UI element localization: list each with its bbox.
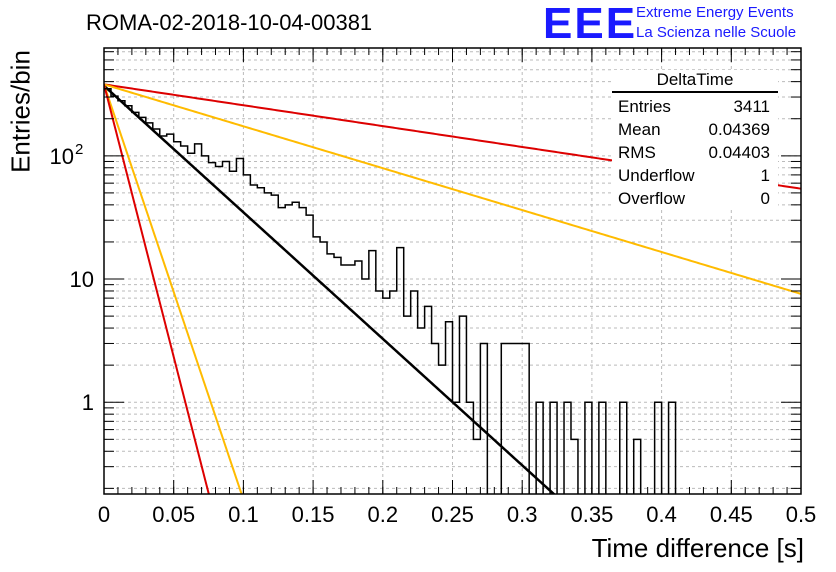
y-tick-label: 102 [50, 141, 84, 169]
stats-row-underflow: Underflow 1 [612, 164, 778, 187]
histogram [104, 88, 677, 494]
logo-line-2: La Scienza nelle Scuole [636, 24, 797, 41]
y-tick-label: 10 [70, 267, 94, 292]
stats-value: 3411 [733, 97, 770, 116]
stats-label: Mean [618, 120, 661, 139]
stats-label: Underflow [618, 166, 695, 185]
stats-box: DeltaTime Entries 3411 Mean 0.04369 RMS 0.0… [612, 70, 778, 210]
plot-title: ROMA-02-2018-10-04-00381 [86, 10, 373, 35]
x-tick-label: 0.2 [368, 502, 399, 527]
logo-line-1: Extreme Energy Events [636, 4, 794, 21]
stats-row-overflow: Overflow 0 [612, 187, 778, 210]
x-tick-label: 0.05 [152, 502, 195, 527]
stats-value: 0 [760, 189, 770, 208]
curve-yellow-fast [104, 84, 243, 494]
y-tick-label: 1 [82, 390, 94, 415]
stats-row-rms: RMS 0.04403 [612, 141, 778, 164]
x-tick-label: 0 [98, 502, 110, 527]
x-tick-label: 0.25 [431, 502, 474, 527]
eee-logo: EEE [543, 0, 638, 48]
stats-label: Entries [618, 97, 671, 116]
x-tick-label: 0.45 [710, 502, 753, 527]
curve-fit [104, 84, 556, 494]
x-tick-label: 0.15 [292, 502, 335, 527]
x-tick-label: 0.1 [228, 502, 259, 527]
stats-label: RMS [618, 143, 656, 162]
stats-label: Overflow [618, 189, 686, 208]
stats-value: 0.04369 [708, 120, 770, 139]
x-tick-label: 0.3 [507, 502, 538, 527]
curve-yellow-slow [104, 83, 801, 295]
y-tick-exponent: 2 [75, 141, 83, 158]
histogram-outline [104, 88, 677, 494]
x-tick-label: 0.5 [786, 502, 817, 527]
x-axis-label: Time difference [s] [591, 533, 804, 563]
x-tick-label: 0.4 [646, 502, 677, 527]
axes: 0 0.05 0.1 0.15 0.2 0.25 0.3 0.35 0.4 0.45 0.51101… [50, 47, 817, 527]
stats-row-entries: Entries 3411 [612, 95, 778, 118]
y-axis-label: Entries/bin [5, 50, 36, 173]
stats-title: DeltaTime [612, 70, 778, 93]
x-tick-label: 0.35 [570, 502, 613, 527]
stats-row-mean: Mean 0.04369 [612, 118, 778, 141]
stats-value: 0.04403 [708, 143, 770, 162]
plot-frame [103, 47, 802, 495]
stats-value: 1 [760, 166, 770, 185]
curve-red-fast [104, 84, 210, 494]
